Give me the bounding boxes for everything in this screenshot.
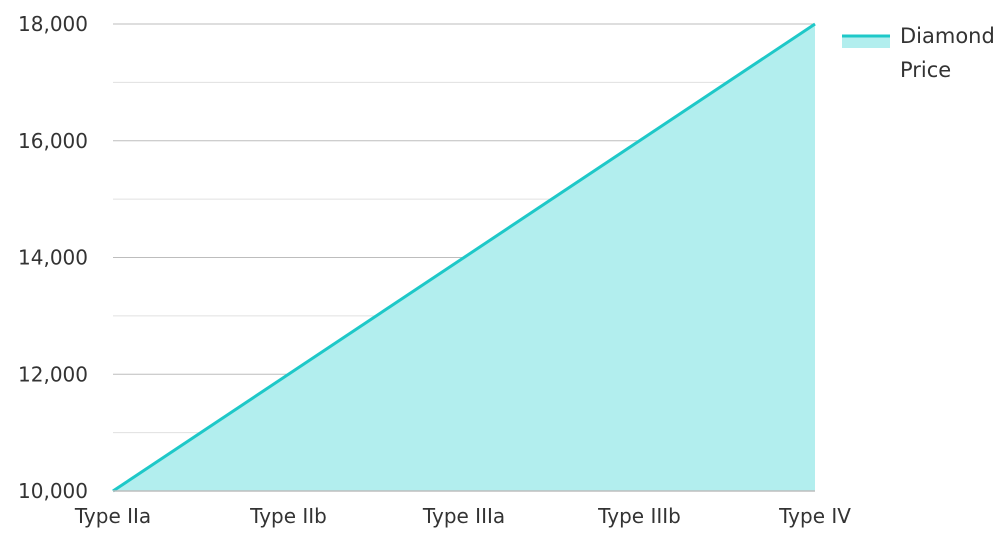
y-tick-label: 14,000: [18, 246, 88, 270]
legend-swatch-fill: [842, 36, 890, 48]
x-tick-label: Type IIb: [249, 504, 327, 528]
x-tick-label: Type IIIb: [597, 504, 681, 528]
y-tick-label: 10,000: [18, 479, 88, 503]
legend[interactable]: Diamond Price: [842, 24, 995, 82]
legend-label-line2: Price: [900, 58, 951, 82]
legend-label-line1: Diamond: [900, 24, 995, 48]
y-tick-label: 16,000: [18, 129, 88, 153]
y-tick-label: 18,000: [18, 12, 88, 36]
line-diamond-price: [112, 22, 816, 493]
x-tick-label: Type IIa: [74, 504, 151, 528]
x-tick-label: Type IIIa: [422, 504, 505, 528]
x-axis-tick-labels: Type IIa Type IIb Type IIIa Type IIIb Type I…: [74, 504, 851, 528]
x-tick-label: Type IV: [778, 504, 851, 528]
y-axis-tick-labels: 10,000 12,000 14,000 16,000 18,000: [18, 12, 88, 503]
y-tick-label: 12,000: [18, 362, 88, 386]
